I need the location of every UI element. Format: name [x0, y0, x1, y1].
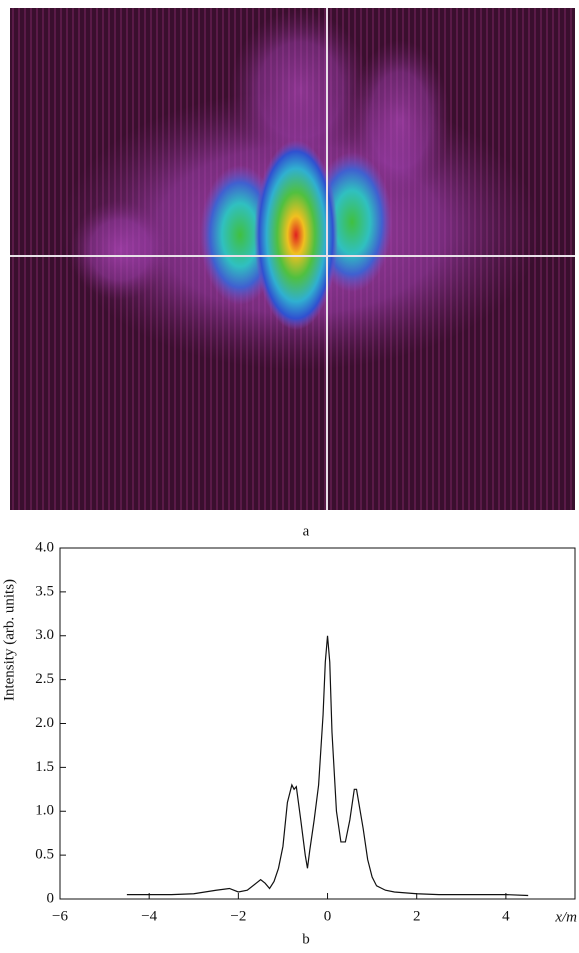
- y-tick-label: 3.0: [35, 627, 54, 643]
- panel-label: b: [302, 931, 310, 947]
- y-tick-label: 4.0: [35, 539, 54, 555]
- y-tick-label: 1.0: [35, 803, 54, 819]
- x-tick-label: −4: [141, 908, 157, 924]
- x-tick-label: 4: [502, 908, 510, 924]
- y-tick-label: 2.0: [35, 715, 54, 731]
- y-axis-label: Intensity (arb. units): [1, 579, 17, 701]
- x-tick-label: −6: [52, 908, 68, 924]
- x-tick-label: 0: [324, 908, 332, 924]
- data-line: [126, 635, 529, 897]
- panel-label: a: [303, 523, 310, 539]
- x-axis-label: x/m: [554, 909, 577, 925]
- y-tick-label: 3.5: [35, 583, 54, 599]
- y-tick-label: 0: [47, 890, 55, 906]
- beam-image: [10, 8, 575, 510]
- x-tick-label: 2: [413, 908, 421, 924]
- plot-frame: [59, 547, 576, 900]
- x-tick-label: −2: [230, 908, 246, 924]
- y-tick-label: 1.5: [35, 759, 54, 775]
- y-tick-label: 0.5: [35, 847, 54, 863]
- y-tick-label: 2.5: [35, 671, 54, 687]
